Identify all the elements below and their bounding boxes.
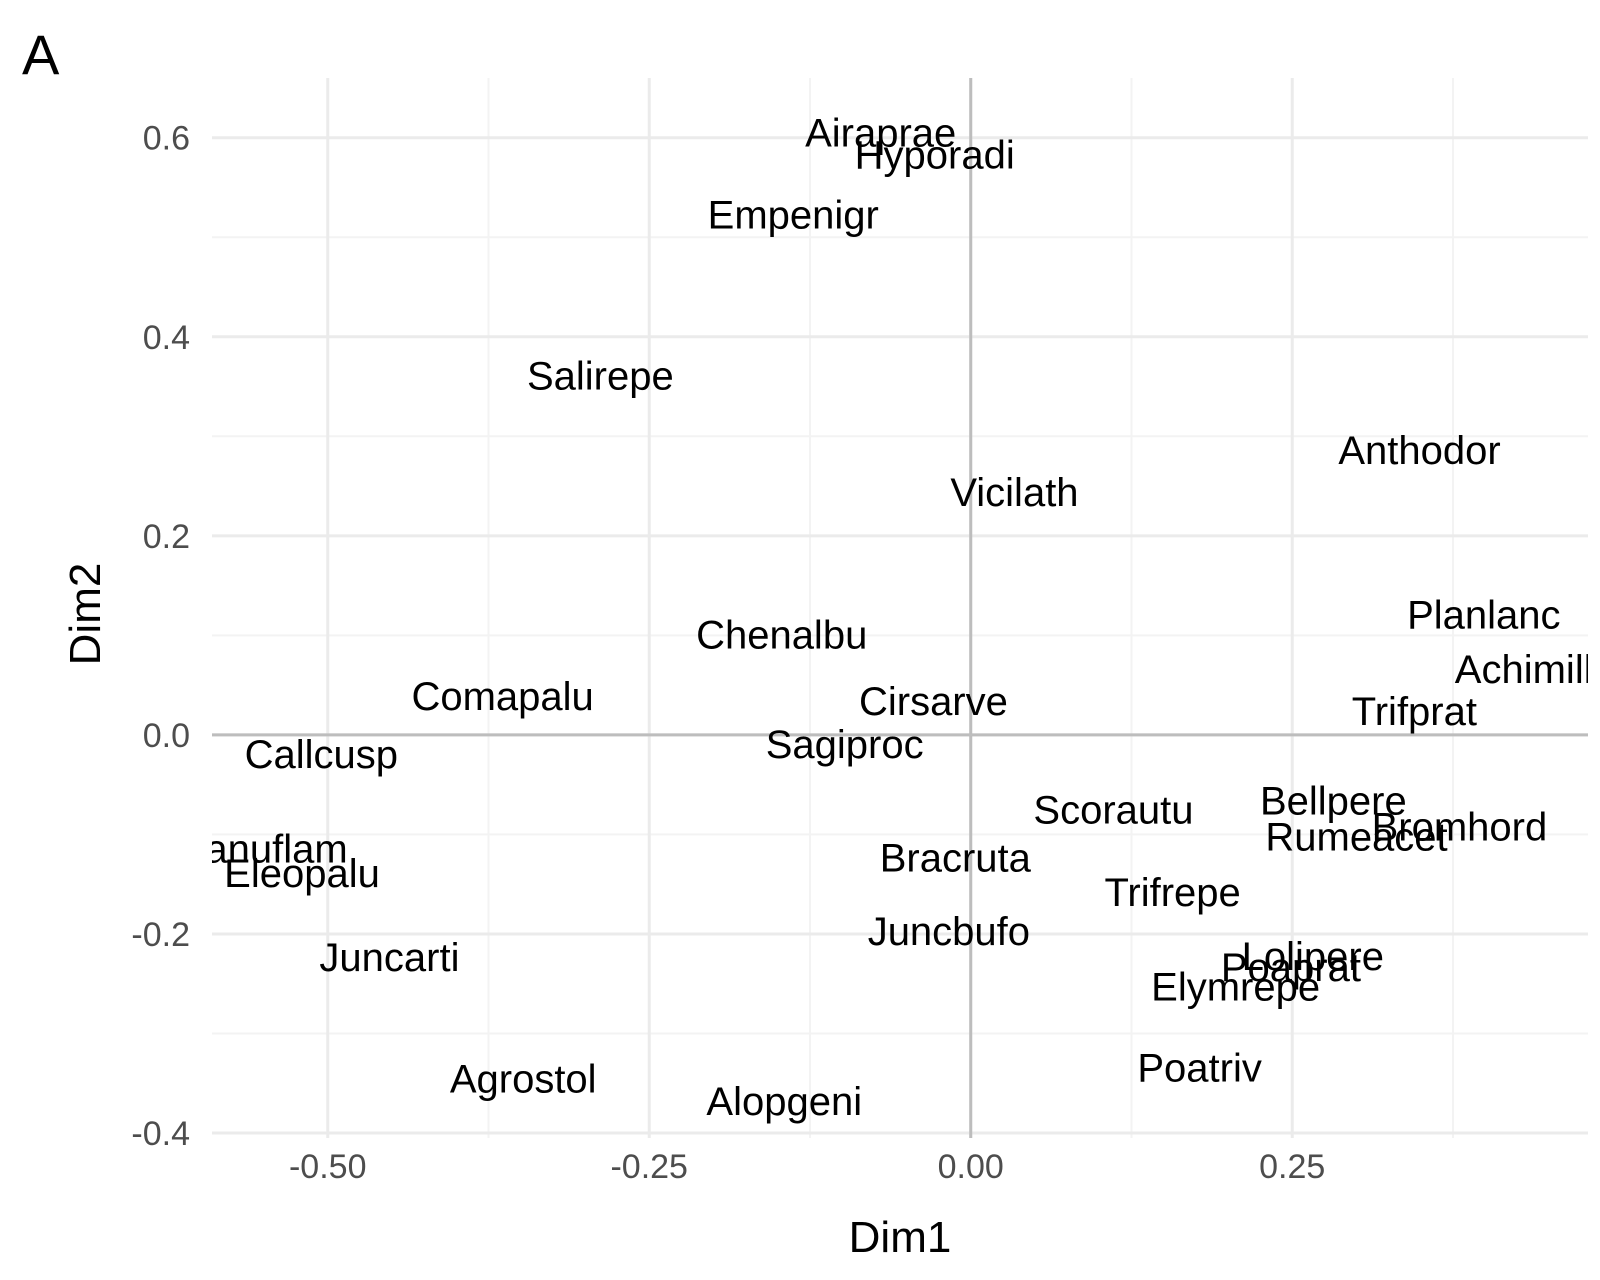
point-label: Bracruta xyxy=(880,836,1032,880)
point-label: Sagiproc xyxy=(766,723,924,767)
point-label: Chenalbu xyxy=(696,613,867,657)
point-label: Ranuflam xyxy=(177,827,348,871)
point-label: Lolipere xyxy=(1242,935,1384,979)
x-axis-ticks: -0.50 -0.25 0.00 0.25 xyxy=(289,1148,1325,1186)
point-label: Vicilath xyxy=(950,471,1078,515)
panel-tag: A xyxy=(22,23,60,86)
point-label: Bromhord xyxy=(1372,805,1548,849)
point-label: Bellpere xyxy=(1260,780,1407,824)
point-label: Planlanc xyxy=(1407,593,1560,637)
x-tick-label: -0.25 xyxy=(610,1148,688,1186)
point-label: Achimill xyxy=(1455,648,1593,692)
point-label: Callcusp xyxy=(245,733,398,777)
point-label: Poatriv xyxy=(1137,1046,1262,1090)
y-tick-label: 0.0 xyxy=(143,717,190,755)
point-label: Comapalu xyxy=(411,675,593,719)
x-tick-label: -0.50 xyxy=(289,1148,367,1186)
point-label: Poaprat xyxy=(1221,946,1361,990)
point-label: Hyporadi xyxy=(855,134,1015,178)
y-tick-label: -0.2 xyxy=(131,916,190,954)
point-label: Juncarti xyxy=(319,936,459,980)
point-label: Elymrepe xyxy=(1151,966,1320,1010)
point-label: Cirsarve xyxy=(859,680,1008,724)
y-tick-label: 0.6 xyxy=(143,120,190,158)
y-axis-ticks: -0.4 -0.2 0.0 0.2 0.4 0.6 xyxy=(131,120,190,1153)
point-label: Trifprat xyxy=(1352,690,1477,734)
point-label: Agrostol xyxy=(450,1057,597,1101)
x-tick-label: 0.25 xyxy=(1259,1148,1325,1186)
y-axis-title: Dim2 xyxy=(61,563,110,666)
point-label: Trifrepe xyxy=(1104,871,1240,915)
point-label: Scorautu xyxy=(1033,789,1193,833)
x-tick-label: 0.00 xyxy=(938,1148,1004,1186)
point-label: Salirepe xyxy=(527,355,674,399)
zero-lines xyxy=(212,78,1588,1138)
y-tick-label: 0.2 xyxy=(143,518,190,556)
point-label: Juncbufo xyxy=(868,910,1030,954)
y-tick-label: 0.4 xyxy=(143,319,190,357)
point-label: Empenigr xyxy=(708,193,879,237)
point-label: Alopgeni xyxy=(706,1080,862,1124)
point-label: Anthodor xyxy=(1338,429,1500,473)
point-label: Eleopalu xyxy=(224,852,380,896)
x-axis-title: Dim1 xyxy=(849,1213,952,1262)
y-tick-label: -0.4 xyxy=(131,1115,190,1153)
point-label: Rumeacet xyxy=(1265,815,1447,859)
point-label: Airaprae xyxy=(805,112,956,156)
